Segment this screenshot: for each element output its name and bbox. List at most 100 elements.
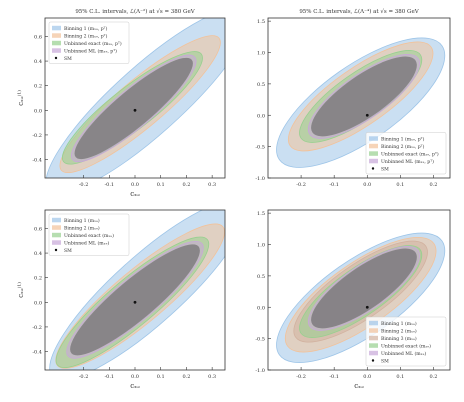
legend-swatch <box>52 225 61 230</box>
y-tick-label: 1.5 <box>257 19 265 25</box>
x-tick-label: 0.1 <box>396 374 404 380</box>
legend-swatch <box>52 25 61 31</box>
legend-swatch <box>52 48 61 53</box>
overlap-core <box>70 244 200 356</box>
legend: Binning 1 (mₓₔ)Binning 2 (mₓₔ)Binning 3 … <box>365 316 447 367</box>
x-tick-label: -0.2 <box>79 182 89 188</box>
y-tick-label: -0.5 <box>255 145 265 151</box>
y-tick-label: 0.2 <box>34 84 42 90</box>
x-tick-label: -0.1 <box>104 182 114 188</box>
legend-entry: Unbinned exact (mₓₔ, pᵀ) <box>64 40 122 47</box>
x-tick-label: 0.1 <box>157 182 165 188</box>
overlap-core <box>311 56 417 137</box>
legend-swatch <box>369 328 378 333</box>
y-tick-label: -0.2 <box>32 325 42 331</box>
legend: Binning 1 (mₓₔ, pᵀ)Binning 2 (mₓₔ, pᵀ)Un… <box>365 132 447 175</box>
y-tick-label: 0.2 <box>34 276 42 282</box>
legend-entry: Unbinned ML (mₓₔ, pᵀ) <box>381 158 434 165</box>
y-tick-label: 0.4 <box>34 59 42 65</box>
legend-entry: SM <box>64 248 72 254</box>
legend-sm-marker <box>54 248 58 252</box>
x-tick-label: -0.2 <box>296 374 306 380</box>
sm-point <box>365 113 369 117</box>
x-axis-label: cₓₔ <box>130 190 140 198</box>
x-tick-label: 0.1 <box>157 374 165 380</box>
y-tick-label: 0.6 <box>34 34 42 40</box>
legend-entry: Unbinned ML (mₓₔ) <box>64 240 109 247</box>
legend: Binning 1 (mₓₔ, pᵀ)Binning 2 (mₓₔ, pᵀ)Un… <box>48 21 130 64</box>
chart-title: 95% C.L. intervals, ℒ(Λ⁻⁴) at √s = 380 G… <box>299 8 419 15</box>
sm-point <box>133 108 137 112</box>
x-tick-label: 0.1 <box>396 182 404 188</box>
legend-swatch <box>369 158 378 164</box>
chart-panel-2: -0.2 -0.1 0.0 0.1 0.2 -1.0 -0.5 0.0 0.5 1.0 1.5 95%… <box>255 8 451 188</box>
legend-swatch <box>369 136 378 141</box>
y-axis-label: cₓₔ⁽¹⁾ <box>16 90 25 106</box>
legend-entry: Binning 1 (mₓₔ, pᵀ) <box>381 136 425 143</box>
legend-swatch <box>369 335 378 341</box>
y-tick-label: 0.0 <box>257 113 265 119</box>
sm-point <box>133 300 137 304</box>
legend-swatch <box>52 40 61 46</box>
y-tick-label: 1.5 <box>257 211 265 217</box>
x-tick-label: 0.0 <box>363 374 371 380</box>
plot-frame <box>267 17 451 179</box>
x-tick-label: 0.2 <box>182 182 190 188</box>
legend-swatch <box>52 240 61 245</box>
chart-title: 95% C.L. intervals, ℒ(Λ⁻²) at √s = 380 G… <box>75 8 195 15</box>
x-tick-label: 0.3 <box>208 374 216 380</box>
x-tick-label: -0.1 <box>104 374 114 380</box>
y-axis-label: cₓₔ⁽¹⁾ <box>16 282 25 298</box>
plot-frame <box>267 209 451 371</box>
x-tick-label: 0.3 <box>208 182 216 188</box>
confidence-regions <box>276 232 446 363</box>
legend-entry: Unbinned ML (mₓₔ) <box>381 350 426 357</box>
y-tick-label: -0.2 <box>32 133 42 139</box>
y-tick-label: 1.0 <box>257 51 265 57</box>
x-tick-label: 0.0 <box>131 374 139 380</box>
x-tick-label: -0.1 <box>329 374 339 380</box>
legend-swatch <box>52 217 61 223</box>
x-tick-label: -0.1 <box>329 182 339 188</box>
sm-point <box>365 305 369 309</box>
overlap-core <box>311 248 417 329</box>
legend-entry: Unbinned exact (mₓₔ) <box>381 343 431 350</box>
y-tick-label: 0.6 <box>34 226 42 232</box>
legend-entry: Unbinned ML (mₓₔ, pᵀ) <box>64 48 117 55</box>
legend-swatch <box>369 320 378 326</box>
legend-sm-marker <box>371 167 375 170</box>
y-tick-label: -0.4 <box>32 350 42 356</box>
x-axis-label: cₓₔ <box>354 382 364 390</box>
x-axis-label: cₓₔ <box>130 382 140 390</box>
y-tick-label: 0.5 <box>257 274 265 280</box>
y-tick-label: -0.4 <box>32 158 42 164</box>
legend-entry: Binning 2 (mₓₔ, pᵀ) <box>64 33 108 40</box>
legend-sm-marker <box>54 56 58 60</box>
legend-swatch <box>369 151 378 156</box>
chart-panel-4: -0.2 -0.1 0.0 0.1 0.2 -1.0 -0.5 0.0 0.5 1.0 1.5 cₓₔ… <box>255 209 451 390</box>
legend-swatch <box>369 143 378 149</box>
chart-panel-1: -0.2 -0.1 0.0 0.1 0.2 0.3 -0.4 -0.2 0.0 0.2 0.4 0.6… <box>16 8 226 198</box>
legend-entry: Binning 2 (mₓₔ) <box>381 328 417 335</box>
legend-entry: Binning 1 (mₓₔ, pᵀ) <box>64 25 108 32</box>
chart-panel-3: -0.2 -0.1 0.0 0.1 0.2 0.3 -0.4 -0.2 0.0 0.2 0.4 0.6… <box>16 209 226 390</box>
overlap-core <box>74 57 193 160</box>
x-tick-label: -0.2 <box>296 182 306 188</box>
legend-sm-marker <box>371 359 375 362</box>
legend-entry: Binning 2 (mₓₔ, pᵀ) <box>381 143 425 150</box>
x-tick-label: 0.0 <box>131 182 139 188</box>
legend: Binning 1 (mₓₔ)Binning 2 (mₓₔ)Unbinned e… <box>48 213 130 256</box>
legend-swatch <box>52 232 61 238</box>
y-tick-label: -1.0 <box>255 176 265 182</box>
legend-swatch <box>369 343 378 348</box>
x-tick-label: 0.2 <box>182 374 190 380</box>
y-tick-label: 0.0 <box>257 305 265 311</box>
legend-entry: Unbinned exact (mₓₔ, pᵀ) <box>381 151 439 158</box>
legend-swatch <box>52 33 61 38</box>
x-tick-label: -0.2 <box>79 374 89 380</box>
confidence-regions <box>49 210 225 370</box>
y-tick-label: 0.0 <box>34 108 42 114</box>
legend-entry: SM <box>381 359 389 365</box>
legend-entry: Binning 3 (mₓₔ) <box>381 335 417 342</box>
